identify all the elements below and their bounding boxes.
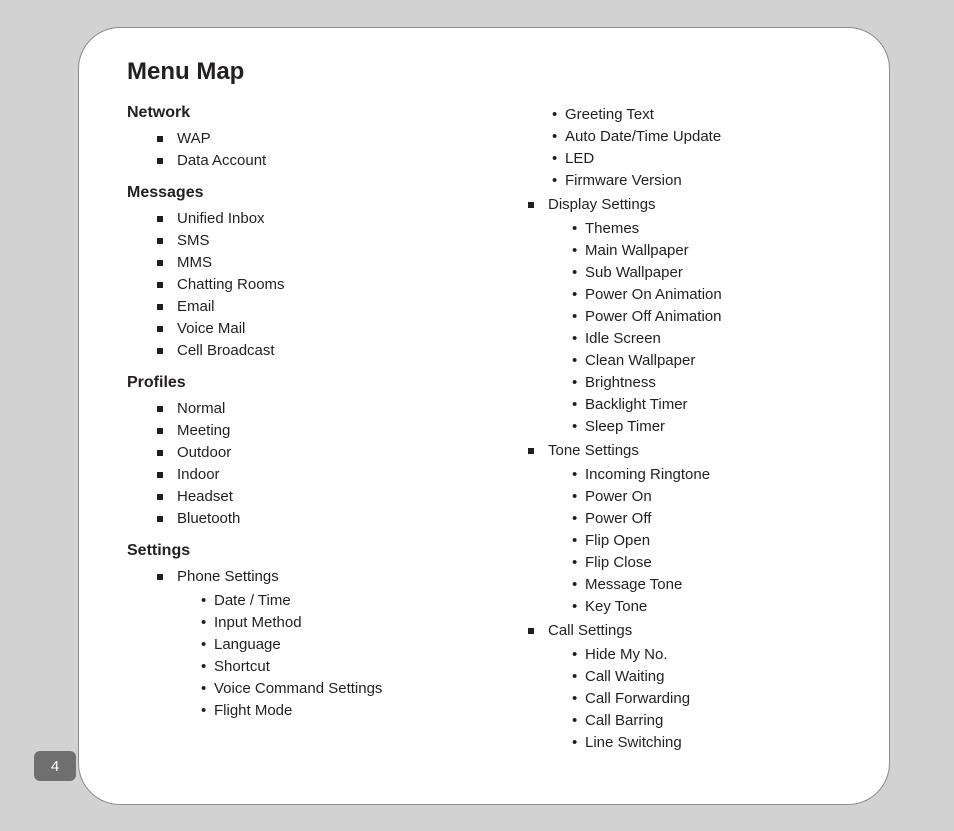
list-item: Power Off [572, 508, 849, 530]
list-item: Clean Wallpaper [572, 350, 849, 372]
item-label: Display Settings [548, 196, 656, 213]
list-item: Sleep Timer [572, 416, 849, 438]
tone-settings-sublist: Incoming Ringtone Power On Power Off Fli… [548, 464, 849, 618]
profiles-list: Normal Meeting Outdoor Indoor Headset Bl… [127, 398, 478, 530]
list-item: Headset [157, 486, 478, 508]
list-item: Language [201, 634, 478, 656]
list-item: Themes [572, 218, 849, 240]
list-item: Phone Settings Date / Time Input Method … [157, 566, 478, 722]
list-item: Shortcut [201, 656, 478, 678]
list-item: Backlight Timer [572, 394, 849, 416]
list-item: Power On Animation [572, 284, 849, 306]
list-item: Idle Screen [572, 328, 849, 350]
section-heading-settings: Settings [127, 542, 478, 560]
item-label: Phone Settings [177, 568, 279, 585]
list-item: Email [157, 296, 478, 318]
list-item: Indoor [157, 464, 478, 486]
list-item: Cell Broadcast [157, 340, 478, 362]
list-item: Tone Settings Incoming Ringtone Power On… [528, 440, 849, 618]
list-item: Data Account [157, 150, 478, 172]
list-item: Power Off Animation [572, 306, 849, 328]
list-item: LED [552, 148, 849, 170]
list-item: Auto Date/Time Update [552, 126, 849, 148]
list-item: Input Method [201, 612, 478, 634]
list-item: WAP [157, 128, 478, 150]
section-heading-profiles: Profiles [127, 374, 478, 392]
list-item: Flight Mode [201, 700, 478, 722]
list-item: Normal [157, 398, 478, 420]
list-item: Call Forwarding [572, 688, 849, 710]
section-heading-messages: Messages [127, 184, 478, 202]
document-page: Menu Map Network WAP Data Account Messag… [78, 27, 890, 805]
phone-settings-sublist: Date / Time Input Method Language Shortc… [177, 590, 478, 722]
list-item: Chatting Rooms [157, 274, 478, 296]
list-item: Call Waiting [572, 666, 849, 688]
list-item: Incoming Ringtone [572, 464, 849, 486]
list-item: Meeting [157, 420, 478, 442]
list-item: Call Barring [572, 710, 849, 732]
list-item: Sub Wallpaper [572, 262, 849, 284]
list-item: Date / Time [201, 590, 478, 612]
list-item: Bluetooth [157, 508, 478, 530]
list-item: Power On [572, 486, 849, 508]
columns: Network WAP Data Account Messages Unifie… [127, 104, 849, 756]
item-label: Call Settings [548, 622, 632, 639]
list-item: SMS [157, 230, 478, 252]
list-item: Display Settings Themes Main Wallpaper S… [528, 194, 849, 438]
list-item: MMS [157, 252, 478, 274]
list-item: Line Switching [572, 732, 849, 754]
network-list: WAP Data Account [127, 128, 478, 172]
list-item: Flip Open [572, 530, 849, 552]
list-item: Call Settings Hide My No. Call Waiting C… [528, 620, 849, 754]
list-item: Key Tone [572, 596, 849, 618]
list-item: Outdoor [157, 442, 478, 464]
page-number-badge: 4 [34, 751, 76, 781]
list-item: Flip Close [572, 552, 849, 574]
list-item: Main Wallpaper [572, 240, 849, 262]
list-item: Hide My No. [572, 644, 849, 666]
list-item: Firmware Version [552, 170, 849, 192]
display-settings-sublist: Themes Main Wallpaper Sub Wallpaper Powe… [548, 218, 849, 438]
item-label: Tone Settings [548, 442, 639, 459]
settings-list: Phone Settings Date / Time Input Method … [127, 566, 478, 722]
right-column: Greeting Text Auto Date/Time Update LED … [498, 104, 849, 756]
list-item: Unified Inbox [157, 208, 478, 230]
call-settings-sublist: Hide My No. Call Waiting Call Forwarding… [548, 644, 849, 754]
list-item: Voice Command Settings [201, 678, 478, 700]
left-column: Network WAP Data Account Messages Unifie… [127, 104, 478, 756]
list-item: Brightness [572, 372, 849, 394]
page-title: Menu Map [127, 58, 849, 86]
section-heading-network: Network [127, 104, 478, 122]
messages-list: Unified Inbox SMS MMS Chatting Rooms Ema… [127, 208, 478, 362]
list-item: Message Tone [572, 574, 849, 596]
settings-list-right: Display Settings Themes Main Wallpaper S… [498, 194, 849, 754]
list-item: Greeting Text [552, 104, 849, 126]
list-item: Voice Mail [157, 318, 478, 340]
page-number: 4 [51, 758, 59, 775]
phone-settings-cont: Greeting Text Auto Date/Time Update LED … [498, 104, 849, 192]
